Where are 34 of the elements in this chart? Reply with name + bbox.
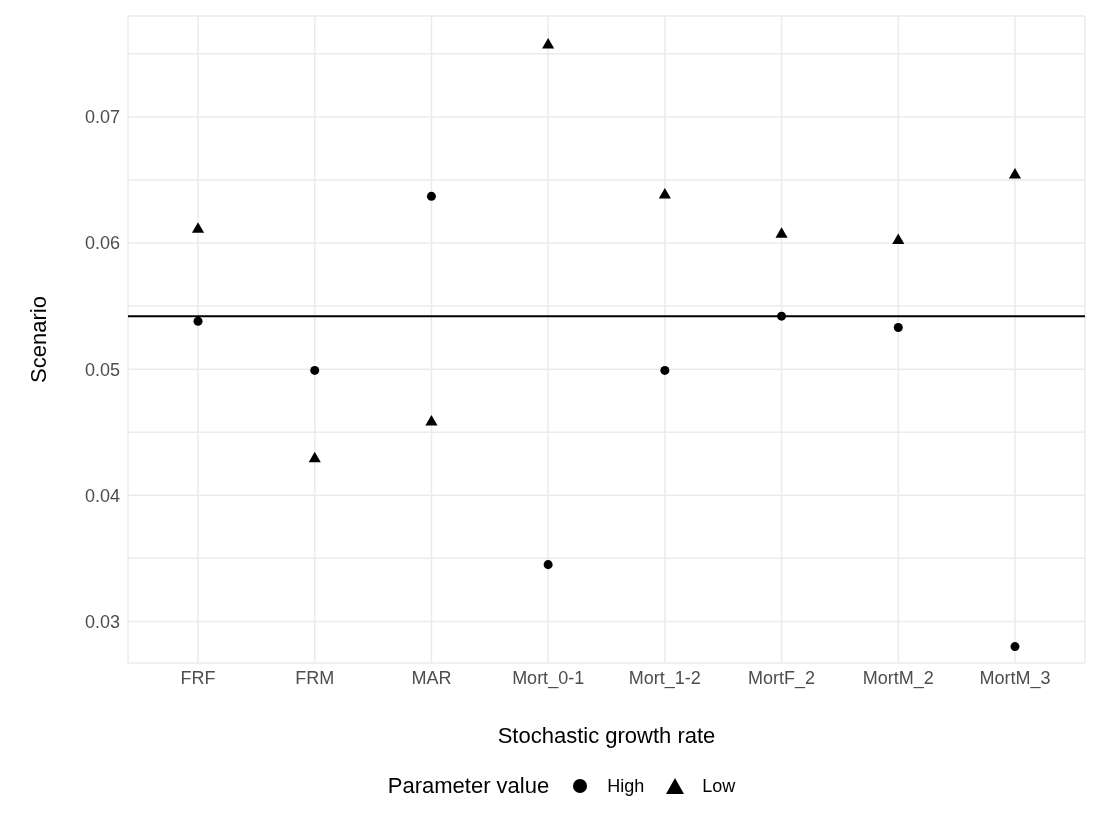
point [660,365,670,375]
point [542,37,555,49]
point [308,451,321,463]
point [893,323,903,333]
y-tick-label: 0.05 [84,359,120,380]
y-tick-label: 0.06 [84,233,120,254]
x-tick-label: MortM_3 [979,667,1051,689]
x-tick-label: MortM_2 [862,667,934,689]
point [1010,642,1020,652]
x-axis-title: Stochastic growth rate [497,723,716,748]
point [310,365,320,375]
point [892,233,905,245]
point [777,311,787,321]
x-tick-label: Mort_1-2 [628,667,701,689]
point [543,560,553,570]
point [1008,167,1022,179]
legend-label: High [607,775,645,797]
y-tick-label: 0.03 [84,611,120,632]
point [193,316,203,326]
x-tick-label: Mort_0-1 [512,667,585,689]
x-tick-label: MortF_2 [748,667,816,689]
y-axis-title: Scenario [25,296,51,383]
x-tick-label: FRF [180,667,216,688]
legend-label: Low [702,775,736,797]
y-tick-label: 0.04 [84,485,120,506]
y-tick-label: 0.07 [84,107,120,128]
point [775,227,788,238]
point [426,191,436,201]
point [658,188,671,199]
x-tick-label: MAR [411,667,452,688]
point [425,415,438,426]
legend-title: Parameter value [387,773,550,799]
point [191,222,205,233]
x-tick-label: FRM [295,667,335,688]
